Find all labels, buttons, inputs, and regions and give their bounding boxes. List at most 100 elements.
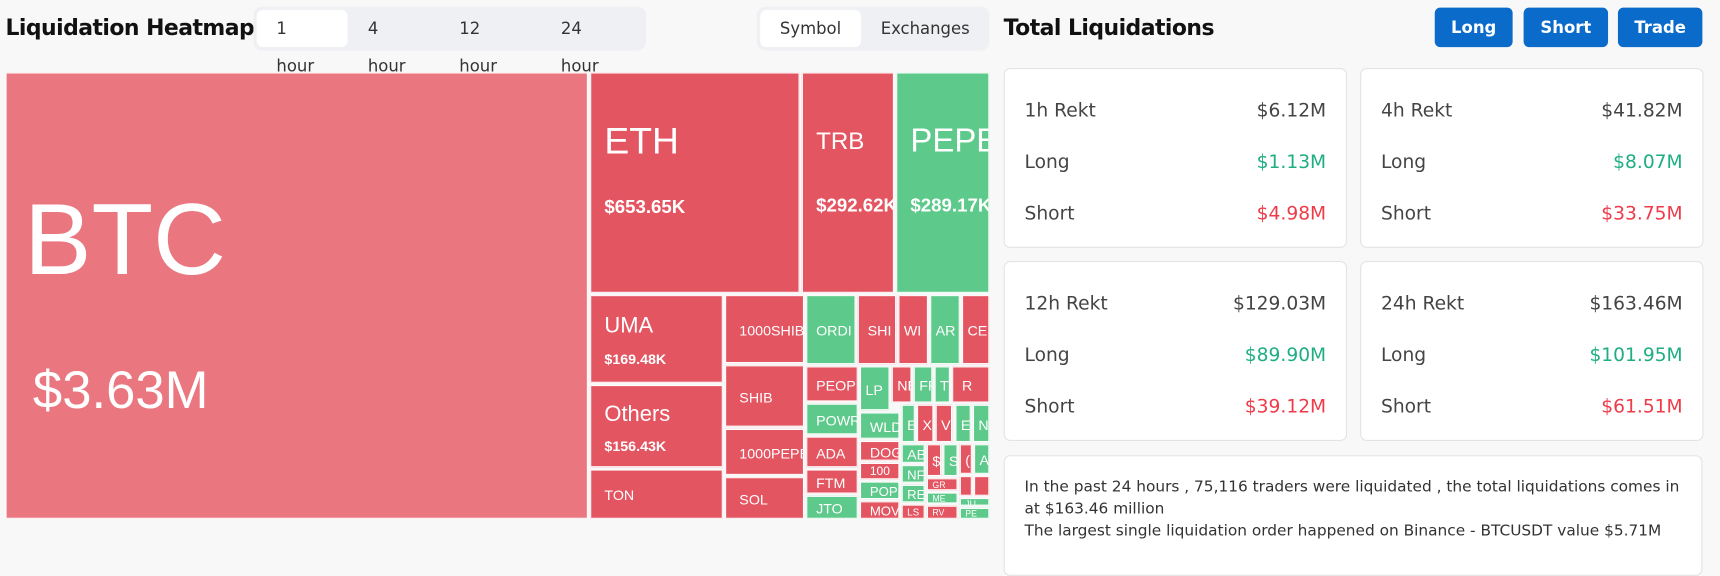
treemap-tile-peop[interactable]: PEOP: [806, 366, 858, 402]
treemap-tile-lp[interactable]: LP: [859, 366, 890, 411]
treemap-tile-nf[interactable]: NF: [901, 465, 925, 483]
treemap-tile-fr[interactable]: FR: [913, 366, 933, 403]
tile-symbol: 100: [869, 465, 890, 479]
tile-symbol: NF: [907, 467, 925, 483]
treemap-tile-ada[interactable]: ADA: [806, 436, 858, 468]
treemap-tile-rv[interactable]: RV: [926, 505, 958, 519]
treemap-tile-others[interactable]: Others $156.43K: [590, 385, 723, 468]
treemap-tile-e[interactable]: E: [901, 404, 915, 443]
treemap-tile-ls[interactable]: LS: [901, 504, 925, 519]
treemap-tile-me[interactable]: ME: [926, 492, 958, 504]
tab-24-hour[interactable]: 24 hour: [560, 18, 599, 76]
treemap-tile-ftm[interactable]: FTM: [806, 469, 858, 494]
treemap-tile-ar[interactable]: AR: [930, 295, 960, 365]
tile-symbol: R: [961, 377, 973, 394]
treemap-tile-wld[interactable]: WLD: [859, 412, 900, 439]
treemap-tile-unlabeled[interactable]: [974, 476, 990, 496]
tab-exchanges[interactable]: Exchanges: [880, 18, 970, 39]
treemap-tile-eth[interactable]: ETH $653.65K: [590, 72, 800, 293]
treemap-tile-x[interactable]: (: [959, 444, 972, 474]
treemap-tile-1000pepe[interactable]: 1000PEPE: [725, 428, 805, 475]
treemap-tile-shib[interactable]: SHIB: [725, 365, 805, 427]
tile-symbol: LS: [907, 506, 920, 518]
tile-value: $156.43K: [604, 437, 667, 455]
treemap-tile-wi[interactable]: WI: [898, 295, 928, 365]
total-liquidations-title: Total Liquidations: [1003, 14, 1215, 41]
short-button[interactable]: Short: [1523, 7, 1609, 48]
treemap-tile-ju[interactable]: JU: [959, 497, 990, 506]
row-label: Long: [1380, 344, 1427, 367]
long-button[interactable]: Long: [1434, 7, 1513, 48]
row-value: $1.13M: [1256, 151, 1327, 174]
row-label: Long: [1024, 344, 1070, 367]
tile-symbol: ETH: [604, 120, 679, 163]
tab-4-hour[interactable]: 4 hour: [367, 18, 406, 76]
row-value: $129.03M: [1232, 292, 1327, 315]
treemap-tile-ordi[interactable]: ORDI: [806, 295, 856, 365]
treemap-tile-shi[interactable]: SHI: [857, 295, 897, 365]
treemap-tile-r[interactable]: R: [952, 366, 990, 403]
long-row: Long $1.13M: [1025, 151, 1327, 173]
treemap-tile-1000shib[interactable]: 1000SHIB: [725, 295, 805, 364]
row-label: Short: [1024, 395, 1075, 418]
tile-symbol: Others: [604, 402, 671, 427]
treemap-tile-mov[interactable]: MOV: [859, 501, 900, 519]
treemap-tile-n[interactable]: N: [972, 404, 990, 443]
trade-button[interactable]: Trade: [1617, 7, 1703, 48]
treemap-tile-pop[interactable]: POP: [859, 481, 900, 500]
treemap-tile-ti[interactable]: TI: [934, 366, 950, 403]
tab-12-hour[interactable]: 12 hour: [459, 18, 497, 76]
treemap-tile-sol[interactable]: SOL: [725, 477, 805, 519]
tile-symbol: MOV: [869, 503, 900, 519]
tile-symbol: PEOP: [816, 377, 856, 394]
tile-symbol: E: [960, 416, 971, 434]
rekt-card-24h: 24h Rekt $163.46M Long $101.95M Short $61.51M: [1360, 261, 1704, 441]
treemap-tile-dog[interactable]: DOG: [859, 440, 900, 461]
treemap-tile-ab[interactable]: AB: [901, 444, 925, 463]
tile-symbol: LP: [865, 381, 883, 399]
treemap-tile-re[interactable]: RE: [901, 484, 925, 503]
treemap-tile-uma[interactable]: UMA $169.48K: [590, 295, 723, 383]
tile-symbol: DOG: [869, 444, 900, 461]
treemap-tile-pepe[interactable]: PEPE $289.17K: [896, 72, 990, 293]
treemap-tile-e[interactable]: E: [955, 404, 971, 443]
row-value: $163.46M: [1589, 292, 1683, 315]
tile-symbol: NE: [897, 377, 910, 394]
summary-line-1: In the past 24 hours , 75,116 traders we…: [1024, 478, 1680, 518]
row-value: $61.51M: [1601, 395, 1683, 418]
row-value: $101.95M: [1589, 344, 1683, 367]
treemap-tile-a[interactable]: A: [974, 444, 990, 474]
view-tabs: Symbol Exchanges: [756, 6, 990, 51]
tile-symbol: 1000PEPE: [739, 445, 805, 462]
heatmap-title: Liquidation Heatmap: [5, 14, 255, 41]
treemap-tile-v[interactable]: V: [935, 404, 953, 443]
tile-symbol: $: [932, 453, 941, 470]
treemap-tile-ne[interactable]: NE: [891, 366, 912, 403]
row-value: $89.90M: [1244, 344, 1327, 367]
treemap-tile-pe[interactable]: PE: [959, 507, 990, 519]
tile-symbol: ORDI: [816, 322, 852, 339]
short-row: Short $4.98M: [1025, 203, 1327, 225]
treemap-tile-ce[interactable]: CE: [961, 295, 990, 365]
treemap-tile-s[interactable]: S: [943, 444, 958, 477]
treemap-tile-ton[interactable]: TON: [590, 469, 723, 519]
rekt-card-4h: 4h Rekt $41.82M Long $8.07M Short $33.75M: [1360, 68, 1704, 248]
treemap-tile-100[interactable]: 100: [859, 462, 900, 480]
treemap-tile-x[interactable]: X: [917, 404, 934, 443]
treemap-tile-powr[interactable]: POWR: [806, 403, 858, 435]
treemap-tile-jto[interactable]: JTO: [806, 495, 858, 519]
tile-symbol: BTC: [24, 184, 226, 297]
treemap-tile-gr[interactable]: GR: [926, 478, 958, 491]
treemap-tile-btc[interactable]: BTC $3.63M: [5, 72, 588, 519]
tile-symbol: WLD: [869, 419, 900, 436]
tab-1-hour[interactable]: 1 hour: [256, 9, 349, 76]
tile-symbol: SHI: [867, 322, 892, 339]
row-label: Short: [1024, 202, 1075, 225]
tile-symbol: SHIB: [739, 389, 773, 406]
treemap-tile-trb[interactable]: TRB $292.62K: [801, 72, 894, 293]
treemap-tile-x[interactable]: $: [926, 444, 942, 477]
tab-symbol[interactable]: Symbol: [760, 9, 861, 48]
row-label: Short: [1380, 202, 1432, 225]
tile-symbol: S: [948, 453, 958, 470]
treemap-tile-unlabeled[interactable]: [959, 476, 972, 496]
